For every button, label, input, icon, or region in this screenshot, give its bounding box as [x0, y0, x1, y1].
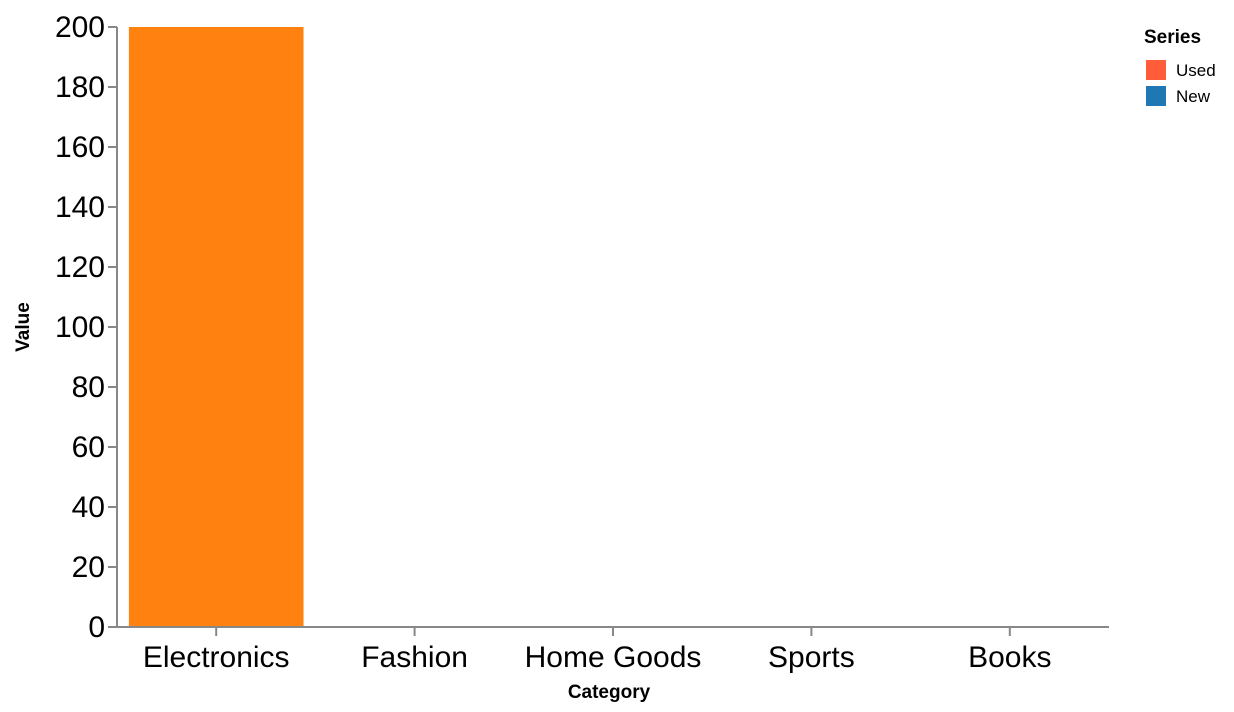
- x-tick-label: Books: [968, 641, 1051, 674]
- y-tick-label: 180: [55, 71, 105, 104]
- legend-label-used: Used: [1176, 61, 1216, 80]
- y-tick-label: 140: [55, 191, 105, 224]
- y-tick-label: 80: [72, 371, 105, 404]
- y-tick-label: 20: [72, 551, 105, 584]
- legend-swatch-new: [1146, 86, 1166, 106]
- legend-swatch-used: [1146, 60, 1166, 80]
- y-tick-label: 60: [72, 431, 105, 464]
- y-axis: 0 20 40 60 80 100 120 140 160 180 200: [55, 11, 118, 644]
- x-tick-label: Electronics: [143, 641, 290, 674]
- y-tick-label: 160: [55, 131, 105, 164]
- y-tick-label: 100: [55, 311, 105, 344]
- legend-label-new: New: [1176, 87, 1211, 106]
- y-axis-title: Value: [13, 302, 34, 352]
- bar-electronics: [128, 27, 304, 627]
- x-tick-label: Home Goods: [525, 641, 702, 674]
- y-tick-label: 0: [88, 611, 105, 644]
- x-axis: Electronics Fashion Home Goods Sports Books: [117, 626, 1109, 674]
- x-axis-title: Category: [568, 682, 651, 703]
- legend: Series Used New: [1144, 27, 1216, 106]
- legend-title: Series: [1144, 27, 1201, 48]
- x-tick-label: Fashion: [361, 641, 468, 674]
- y-tick-label: 200: [55, 11, 105, 44]
- y-tick-label: 40: [72, 491, 105, 524]
- y-tick-label: 120: [55, 251, 105, 284]
- x-tick-label: Sports: [768, 641, 855, 674]
- plot-area: [128, 27, 304, 627]
